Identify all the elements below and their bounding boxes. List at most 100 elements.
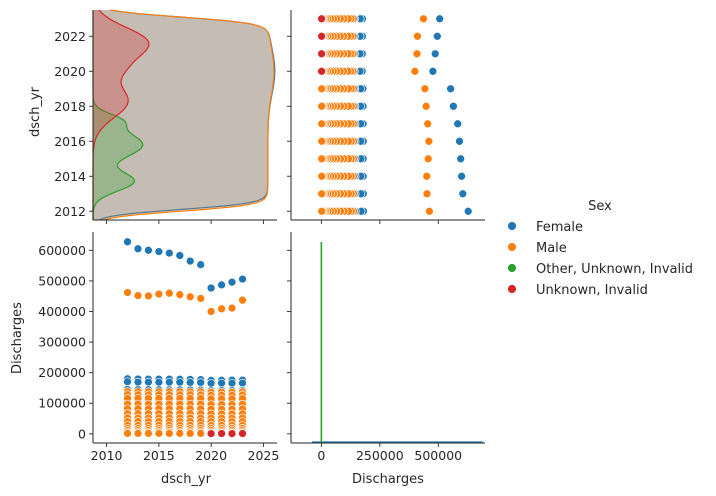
- kde-discharges-panel: [312, 242, 483, 443]
- ytick-label-dis-200000: 200000: [38, 365, 86, 380]
- kde-line-1: [103, 9, 275, 221]
- legend-label-female: Female: [536, 220, 583, 235]
- kde-fill-0: [93, 10, 275, 220]
- point-bl-210: [154, 289, 164, 299]
- point-bl-182: [133, 291, 143, 300]
- point-bl-224: [164, 288, 174, 298]
- point-bl-343: [238, 429, 247, 438]
- point-bl-114: [206, 378, 216, 388]
- point-bl-0: [123, 237, 132, 247]
- ytick-label-2018: 2018: [54, 99, 86, 114]
- point-bl-42: [154, 247, 164, 256]
- point-bl-142: [227, 378, 237, 388]
- point-tr-265: [317, 101, 327, 111]
- ytick-label-dis-100000: 100000: [38, 396, 86, 411]
- point-tr-14: [458, 189, 468, 199]
- kde-fill-1: [93, 10, 274, 220]
- point-bl-98: [196, 260, 206, 270]
- ytick-label-dis-500000: 500000: [38, 273, 86, 288]
- point-bl-44: [154, 377, 164, 387]
- point-tr-70: [453, 119, 463, 129]
- legend-title: Sex: [588, 199, 612, 214]
- point-bl-252: [185, 292, 195, 302]
- point-bl-84: [185, 256, 195, 266]
- point-bl-195: [133, 429, 143, 438]
- point-bl-100: [196, 378, 206, 387]
- point-tr-154: [435, 14, 445, 24]
- point-tr-42: [456, 154, 466, 164]
- legend-marker-female: [507, 221, 517, 231]
- scatter-dsch-yr-vs-discharges: [317, 14, 473, 216]
- point-tr-210: [423, 154, 433, 164]
- point-bl-86: [185, 378, 195, 387]
- xtick-label-dis-250000: 250000: [356, 448, 404, 463]
- point-tr-342: [317, 31, 326, 41]
- point-tr-280: [410, 66, 420, 76]
- point-bl-181: [123, 429, 132, 438]
- point-tr-196: [422, 171, 432, 181]
- point-bl-223: [154, 429, 164, 438]
- point-tr-98: [446, 84, 455, 94]
- point-bl-322: [238, 295, 247, 305]
- x-axis-label-left: dsch_yr: [161, 472, 212, 487]
- point-tr-294: [412, 49, 422, 59]
- point-bl-126: [217, 280, 226, 290]
- legend-marker-male: [507, 242, 517, 252]
- point-bl-238: [175, 290, 185, 300]
- point-bl-251: [175, 429, 185, 438]
- xtick-label-dis-0: 0: [317, 448, 325, 463]
- point-tr-182: [422, 189, 432, 199]
- axes-layer: 2012 2014 2016 2018 2020 2022 0 100000 200000 300…: [38, 10, 485, 463]
- xtick-label-2025: 2025: [248, 448, 280, 463]
- point-bl-168: [123, 288, 132, 297]
- xtick-label-dis-500000: 500000: [414, 448, 462, 463]
- point-tr-181: [317, 206, 327, 216]
- ytick-label-2014: 2014: [54, 169, 86, 184]
- ytick-label-2016: 2016: [54, 134, 86, 149]
- point-bl-156: [238, 378, 247, 388]
- point-tr-126: [430, 49, 440, 59]
- point-tr-56: [455, 136, 464, 146]
- point-bl-209: [144, 429, 153, 438]
- xtick-label-2020: 2020: [195, 448, 227, 463]
- point-bl-70: [175, 251, 185, 260]
- ytick-label-dis-400000: 400000: [38, 304, 86, 319]
- ytick-label-2012: 2012: [54, 204, 86, 219]
- legend-label-male: Male: [536, 241, 567, 256]
- point-tr-209: [317, 171, 327, 181]
- xtick-label-2015: 2015: [143, 448, 175, 463]
- point-tr-322: [419, 14, 428, 24]
- point-bl-266: [196, 294, 206, 303]
- point-bl-196: [144, 291, 153, 301]
- point-bl-2: [123, 377, 132, 387]
- ytick-label-2022: 2022: [54, 29, 86, 44]
- point-bl-342: [227, 429, 237, 438]
- xtick-label-2010: 2010: [91, 448, 123, 463]
- point-tr-252: [421, 101, 431, 111]
- point-bl-14: [133, 244, 143, 254]
- point-tr-266: [420, 84, 430, 94]
- point-tr-340: [317, 66, 326, 76]
- point-tr-168: [425, 206, 434, 216]
- ytick-label-dis-600000: 600000: [38, 243, 86, 258]
- point-tr-238: [423, 119, 433, 129]
- y-axis-label-top: dsch_yr: [28, 86, 43, 137]
- point-bl-128: [217, 378, 226, 388]
- point-tr-195: [317, 189, 327, 199]
- scatter-discharges-vs-dsch-yr: [123, 237, 247, 439]
- ytick-label-dis-0: 0: [78, 426, 86, 441]
- point-bl-341: [217, 429, 226, 438]
- point-bl-154: [238, 274, 247, 284]
- kde-fill-2: [93, 10, 143, 220]
- legend-label-unknown: Unknown, Invalid: [536, 283, 648, 298]
- point-tr-223: [317, 154, 327, 164]
- point-tr-140: [432, 31, 442, 41]
- point-bl-30: [144, 377, 153, 387]
- point-tr-308: [413, 31, 422, 41]
- legend-marker-other: [507, 263, 517, 273]
- legend: Sex Female Male Other, Unknown, Invalid …: [507, 199, 693, 298]
- point-bl-279: [196, 429, 206, 438]
- legend-marker-unknown: [507, 284, 517, 294]
- x-axis-label-right: Discharges: [352, 472, 424, 487]
- point-tr-84: [449, 101, 458, 111]
